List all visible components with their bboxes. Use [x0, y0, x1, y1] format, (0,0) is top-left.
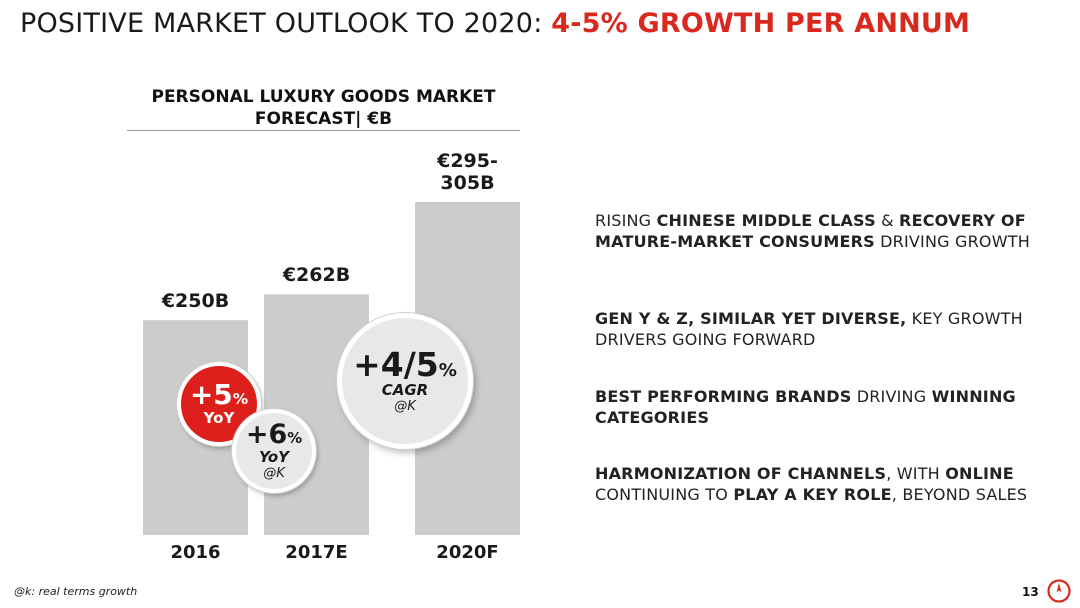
cagr-label: CAGR	[381, 380, 429, 399]
driver-bullet-4-segment: , BEYOND SALES	[891, 485, 1028, 504]
driver-bullet-3-segment: BEST PERFORMING BRANDS	[595, 387, 852, 406]
category-label-2020f: 2020F	[436, 542, 499, 563]
slide-title-plain: POSITIVE MARKET OUTLOOK TO 2020:	[20, 8, 552, 39]
driver-bullet-4-segment: CONTINUING TO	[595, 485, 734, 504]
category-label-2017e: 2017E	[285, 542, 348, 563]
brand-logo-icon	[1047, 579, 1071, 603]
category-label-2016: 2016	[170, 542, 221, 563]
driver-bullet-4-segment: HARMONIZATION OF CHANNELS	[595, 464, 887, 483]
slide-title-accent: 4-5% GROWTH PER ANNUM	[551, 8, 971, 39]
driver-bullet-4-segment: , WITH	[886, 464, 946, 483]
cagr-value: +4/5%	[353, 344, 457, 384]
driver-bullet-1-segment: DRIVING GROWTH	[874, 232, 1030, 251]
yoy-red-label: YoY	[203, 409, 235, 427]
chart-title-line1: PERSONAL LUXURY GOODS MARKET	[151, 87, 496, 107]
value-label-2017e: €262B	[282, 264, 351, 287]
driver-bullet-1: RISING CHINESE MIDDLE CLASS & RECOVERY O…	[595, 210, 1045, 252]
chart-title-divider	[127, 130, 520, 131]
driver-bullet-1-segment: CHINESE MIDDLE CLASS	[656, 211, 876, 230]
driver-bullet-3-segment: DRIVING	[851, 387, 932, 406]
chart-title-line2: FORECAST| €B	[254, 109, 393, 129]
driver-bullet-4-segment: ONLINE	[945, 464, 1014, 483]
driver-bullet-2-segment: KEY GROWTH DRIVERS GOING FORWARD	[595, 309, 1023, 349]
driver-bullet-2: GEN Y & Z, SIMILAR YET DIVERSE, KEY GROW…	[595, 308, 1045, 350]
page-number: 13	[1022, 585, 1039, 599]
slide-title: POSITIVE MARKET OUTLOOK TO 2020: 4-5% GR…	[20, 6, 1060, 42]
cagr-badge: +4/5% CAGR @K	[337, 313, 473, 449]
footnote: @k: real terms growth	[14, 585, 138, 598]
cagr-note: @K	[394, 398, 416, 414]
yoy-red-value: +5%	[189, 378, 249, 411]
chart-title: PERSONAL LUXURY GOODS MARKET FORECAST| €…	[127, 86, 520, 130]
yoy-grey-label: YoY	[258, 447, 290, 466]
driver-bullet-4: HARMONIZATION OF CHANNELS, WITH ONLINE C…	[595, 463, 1045, 505]
driver-bullet-1-segment: RISING	[595, 211, 657, 230]
driver-bullet-4-segment: PLAY A KEY ROLE	[733, 485, 892, 504]
yoy-grey-value: +6%	[245, 418, 303, 450]
driver-bullet-3: BEST PERFORMING BRANDS DRIVING WINNING C…	[595, 386, 1045, 428]
driver-bullet-1-segment: &	[875, 211, 900, 230]
driver-bullet-1-segment: RECOVERY OF MATURE-MARKET CONSUMERS	[595, 211, 1026, 251]
value-label-2020f: €295- 305B	[437, 150, 498, 194]
yoy-growth-badge-grey: +6% YoY @K	[232, 409, 316, 493]
value-label-2016: €250B	[161, 290, 230, 313]
yoy-grey-note: @K	[263, 465, 285, 481]
driver-bullet-2-segment: GEN Y & Z, SIMILAR YET DIVERSE,	[595, 309, 907, 328]
driver-bullet-3-segment: WINNING CATEGORIES	[595, 387, 1016, 427]
